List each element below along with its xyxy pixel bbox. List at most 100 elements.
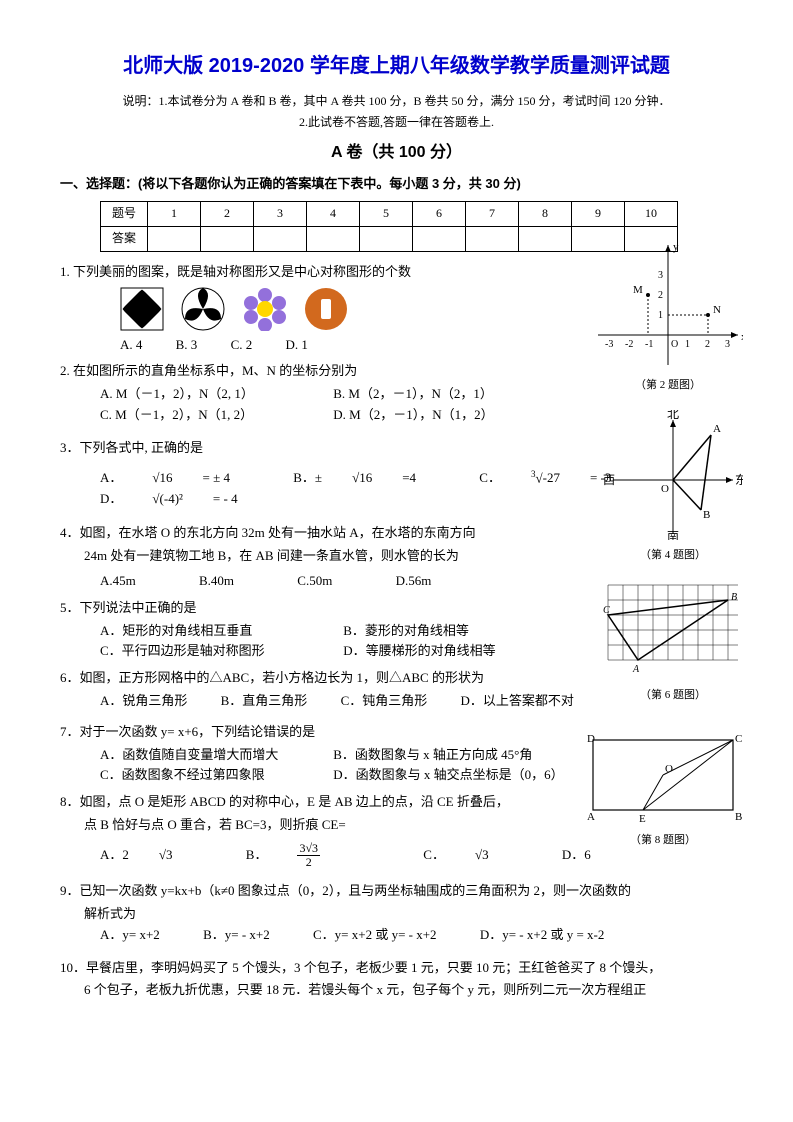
opt-a: A．√16 = ± 4 — [100, 468, 260, 489]
opt-b: B．±√16 =4 — [293, 468, 446, 489]
svg-text:y: y — [673, 241, 679, 253]
col-num: 3 — [254, 201, 307, 226]
answer-cell — [413, 226, 466, 251]
pattern-icon — [304, 287, 348, 331]
svg-text:B: B — [703, 509, 710, 521]
opt-d: D．y= - x+2 或 y = x-2 — [480, 925, 605, 946]
answer-cell — [307, 226, 360, 251]
opt-b: B．函数图象与 x 轴正方向成 45°角 — [333, 747, 532, 762]
opt-a: A．矩形的对角线相互垂直 — [100, 621, 340, 642]
col-num: 2 — [201, 201, 254, 226]
opt-c: C．y= x+2 或 y= ‐ x+2 — [313, 925, 437, 946]
svg-text:3: 3 — [725, 339, 730, 350]
q10-text2: 6 个包子，老板九折优惠，只要 18 元．若馒头每个 x 元，包子每个 y 元，… — [84, 980, 733, 1001]
q4-text: 4．如图，在水塔 O 的东北方向 32m 处有一抽水站 A，在水塔的东南方向 — [60, 523, 733, 544]
svg-text:1: 1 — [658, 310, 663, 321]
q1-text: 1. 下列美丽的图案，既是轴对称图形又是中心对称图形的个数 — [60, 262, 733, 283]
svg-text:-2: -2 — [625, 339, 633, 350]
q8-text: 8．如图，点 O 是矩形 ABCD 的对称中心，E 是 AB 边上的点，沿 CE… — [60, 792, 733, 813]
col-num: 7 — [466, 201, 519, 226]
opt-d: D．以上答案都不对 — [460, 691, 573, 712]
svg-text:O: O — [665, 763, 673, 775]
opt-d: D．√(-4)² = - 4 — [100, 489, 268, 510]
svg-text:B: B — [735, 811, 742, 823]
opt-a: A. 4 — [120, 335, 142, 356]
col-num: 9 — [572, 201, 625, 226]
svg-text:O: O — [671, 339, 678, 350]
svg-text:M: M — [633, 284, 643, 296]
svg-text:北: 北 — [667, 410, 679, 421]
table-row: 答案 — [101, 226, 678, 251]
row-label: 答案 — [101, 226, 148, 251]
opt-b: B．直角三角形 — [221, 691, 308, 712]
col-num: 6 — [413, 201, 466, 226]
q10-text: 10．早餐店里，李明妈妈买了 5 个馒头，3 个包子，老板少要 1 元，只要 1… — [60, 958, 733, 979]
q7-text: 7．对于一次函数 y= x+6，下列结论错误的是 — [60, 722, 733, 743]
opt-a: A．y= x+2 — [100, 925, 160, 946]
svg-text:-3: -3 — [605, 339, 613, 350]
col-num: 4 — [307, 201, 360, 226]
answer-cell — [201, 226, 254, 251]
opt-b: B．3√32 — [246, 842, 380, 869]
row-label: 题号 — [101, 201, 148, 226]
pattern-icon — [243, 287, 287, 331]
opt-a: A.45m — [100, 571, 136, 592]
q9-options: A．y= x+2 B．y= ‐ x+2 C．y= x+2 或 y= ‐ x+2 … — [100, 925, 733, 946]
q6-caption: （第 6 题图） — [603, 687, 743, 705]
svg-text:西: 西 — [603, 473, 615, 487]
q3-text: 3．下列各式中, 正确的是 — [60, 438, 733, 459]
opt-a: A．2√3 — [100, 845, 203, 866]
svg-text:C: C — [735, 733, 742, 745]
answer-table: 题号 1 2 3 4 5 6 7 8 9 10 答案 — [100, 201, 678, 252]
svg-text:1: 1 — [685, 339, 690, 350]
svg-text:-1: -1 — [645, 339, 653, 350]
q9-text2: 解析式为 — [84, 904, 733, 925]
col-num: 5 — [360, 201, 413, 226]
opt-a: A．锐角三角形 — [100, 691, 187, 712]
opt-b: B. 3 — [176, 335, 198, 356]
q6-text: 6．如图，正方形网格中的△ABC，若小方格边长为 1，则△ABC 的形状为 — [60, 668, 733, 689]
section-a-heading: A 卷（共 100 分） — [60, 140, 733, 166]
svg-text:东: 东 — [735, 473, 743, 487]
svg-text:2: 2 — [705, 339, 710, 350]
answer-cell — [148, 226, 201, 251]
pattern-icon — [120, 287, 164, 331]
answer-cell — [519, 226, 572, 251]
q4-caption: （第 4 题图） — [603, 547, 743, 565]
mc-heading: 一、选择题：(将以下各题你认为正确的答案填在下表中。每小题 3 分，共 30 分… — [60, 174, 733, 195]
opt-b: B.40m — [199, 571, 234, 592]
opt-d: D. M（2，－1），N（1，2） — [333, 407, 493, 422]
opt-c: C．函数图象不经过第四象限 — [100, 765, 330, 786]
exam-title: 北师大版 2019-2020 学年度上期八年级数学教学质量测评试题 — [60, 50, 733, 82]
table-row: 题号 1 2 3 4 5 6 7 8 9 10 — [101, 201, 678, 226]
q5-text: 5．下列说法中正确的是 — [60, 598, 733, 619]
answer-cell — [466, 226, 519, 251]
col-num: 10 — [625, 201, 678, 226]
pattern-icon — [181, 287, 225, 331]
opt-d: D.56m — [396, 571, 432, 592]
opt-d: D．函数图象与 x 轴交点坐标是（0，6） — [333, 767, 563, 782]
q8-figure: D C A B E O （第 8 题图） — [583, 730, 743, 849]
answer-cell — [254, 226, 307, 251]
opt-c: C．钝角三角形 — [341, 691, 428, 712]
opt-c: C．√3 — [423, 845, 518, 866]
q9-text: 9．已知一次函数 y=kx+b（k≠0 图象过点（0，2），且与两坐标轴围成的三… — [60, 881, 733, 902]
instruction-2: 2.此试卷不答题,答题一律在答题卷上. — [60, 113, 733, 132]
opt-c: C.50m — [297, 571, 332, 592]
opt-a: A. M（－1，2），N（2, 1） — [100, 384, 330, 405]
svg-text:A: A — [713, 423, 721, 435]
opt-a: A．函数值随自变量增大而增大 — [100, 745, 330, 766]
col-num: 8 — [519, 201, 572, 226]
opt-c: C．平行四边形是轴对称图形 — [100, 641, 340, 662]
opt-d: D. 1 — [285, 335, 307, 356]
answer-cell — [360, 226, 413, 251]
opt-b: B．菱形的对角线相等 — [343, 623, 469, 638]
instruction-1: 说明：1.本试卷分为 A 卷和 B 卷，其中 A 卷共 100 分，B 卷共 5… — [60, 92, 733, 111]
opt-c: C. 2 — [231, 335, 253, 356]
svg-text:N: N — [713, 304, 721, 316]
svg-text:x: x — [741, 331, 743, 343]
opt-b: B．y= ‐ x+2 — [203, 925, 270, 946]
q8-caption: （第 8 题图） — [583, 832, 743, 850]
col-num: 1 — [148, 201, 201, 226]
svg-text:E: E — [639, 813, 646, 825]
